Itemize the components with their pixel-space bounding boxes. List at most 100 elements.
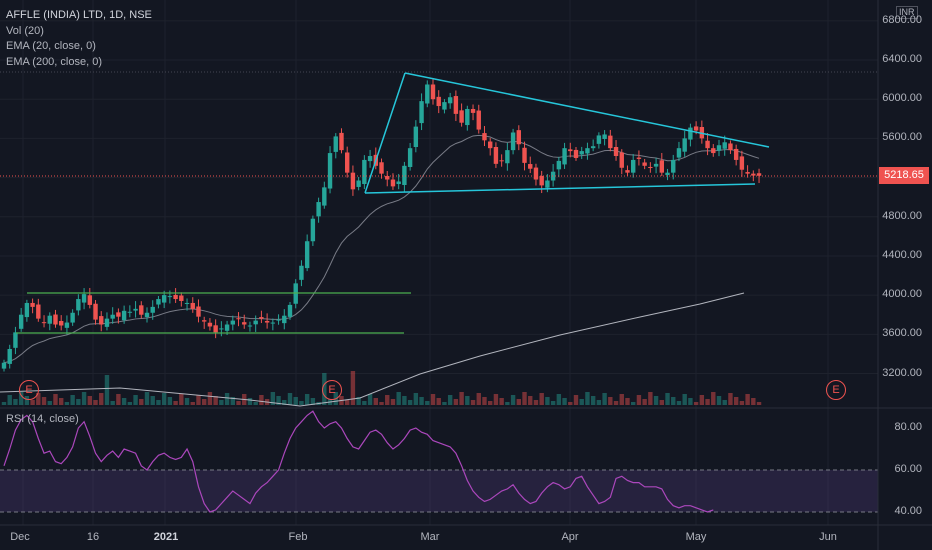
volume-bar xyxy=(602,393,607,405)
volume-bar xyxy=(476,393,481,405)
candle-body xyxy=(476,110,481,130)
volume-bar xyxy=(64,402,70,405)
candle-body xyxy=(619,152,624,168)
candle-body xyxy=(573,149,579,158)
candle-body xyxy=(447,97,453,104)
candle-body xyxy=(242,322,247,325)
price-tick-label: 4000.00 xyxy=(882,288,922,301)
candle-body xyxy=(608,135,613,149)
candle-body xyxy=(287,304,293,317)
candle-body xyxy=(133,308,138,311)
time-tick-label: Mar xyxy=(420,531,440,543)
candle-body xyxy=(156,299,161,305)
volume-bar xyxy=(184,398,190,405)
candle-body xyxy=(499,160,504,162)
candle-body xyxy=(453,96,459,114)
volume-bar xyxy=(533,400,539,405)
candle-body xyxy=(550,171,556,181)
candle-body xyxy=(213,325,218,333)
price-tick-label: 4800.00 xyxy=(882,209,922,222)
candle-body xyxy=(127,311,133,313)
candle-body xyxy=(259,317,264,319)
volume-bar xyxy=(396,392,401,405)
candle-body xyxy=(121,310,127,321)
volume-bar xyxy=(24,396,30,405)
candle-body xyxy=(436,96,441,107)
currency-badge[interactable]: INR xyxy=(896,6,918,19)
candle-body xyxy=(59,320,64,326)
volume-bar xyxy=(550,401,556,405)
volume-bar xyxy=(756,402,762,405)
candle-body xyxy=(13,332,18,348)
legend-ema-200[interactable]: EMA (200, close, 0) xyxy=(6,55,102,68)
candle-body xyxy=(539,175,544,186)
candle-body xyxy=(116,312,121,317)
candle-body xyxy=(562,148,567,165)
candle-body xyxy=(482,133,487,141)
time-tick-label: Feb xyxy=(288,531,308,543)
candle-body xyxy=(596,135,602,144)
volume-bar xyxy=(167,397,173,405)
volume-bar xyxy=(104,375,110,405)
volume-bar xyxy=(161,393,167,405)
volume-bar xyxy=(121,398,127,405)
candle-body xyxy=(425,84,430,104)
volume-bar xyxy=(430,394,436,405)
volume-bar xyxy=(636,395,642,405)
earnings-marker-icon[interactable]: E xyxy=(826,380,846,400)
candle-body xyxy=(53,314,58,325)
candle-body xyxy=(350,172,356,190)
volume-bar xyxy=(299,401,304,405)
legend-ema-20[interactable]: EMA (20, close, 0) xyxy=(6,40,96,52)
candle-body xyxy=(184,302,190,304)
candle-body xyxy=(24,302,30,318)
price-tick-label: 3600.00 xyxy=(882,327,922,340)
earnings-marker-icon[interactable]: E xyxy=(19,380,39,400)
symbol-title[interactable]: AFFLE (INDIA) LTD, 1D, NSE xyxy=(6,9,152,21)
candle-body xyxy=(488,141,493,149)
candle-body xyxy=(345,152,350,173)
candle-body xyxy=(682,138,687,152)
volume-bar xyxy=(436,398,441,405)
volume-bar xyxy=(219,400,224,405)
volume-bar xyxy=(705,399,710,405)
candle-body xyxy=(253,320,258,325)
volume-bar xyxy=(224,393,230,405)
candle-body xyxy=(270,322,276,324)
volume-bar xyxy=(47,401,52,405)
volume-bar xyxy=(596,400,602,405)
candle-body xyxy=(653,163,659,167)
candle-body xyxy=(173,294,178,300)
volume-bar xyxy=(573,395,579,405)
price-tick-label: 6800.00 xyxy=(882,13,922,26)
volume-bar xyxy=(688,398,693,405)
candle-body xyxy=(693,126,699,131)
candle-body xyxy=(407,148,413,167)
volume-bar xyxy=(453,399,459,405)
volume-bar xyxy=(659,400,664,405)
candle-body xyxy=(362,159,367,185)
candle-body xyxy=(190,302,195,309)
volume-bar xyxy=(59,398,64,405)
candle-body xyxy=(99,316,104,325)
candle-body xyxy=(579,151,584,155)
earnings-marker-icon[interactable]: E xyxy=(322,380,342,400)
volume-bar xyxy=(173,401,178,405)
pennant-upper-line xyxy=(404,72,770,148)
candle-body xyxy=(642,162,647,166)
candle-body xyxy=(161,295,167,303)
candle-body xyxy=(631,159,636,173)
volume-bar xyxy=(190,402,195,405)
candle-body xyxy=(505,150,510,164)
volume-bar xyxy=(653,396,659,405)
candle-body xyxy=(402,165,407,186)
candle-body xyxy=(625,170,630,173)
rsi-legend[interactable]: RSI (14, close) xyxy=(6,413,79,425)
candle-body xyxy=(150,306,155,313)
volume-bar xyxy=(505,402,510,405)
trend-drawings xyxy=(16,72,770,334)
candle-body xyxy=(613,146,619,157)
candle-body xyxy=(385,175,390,180)
legend-volume[interactable]: Vol (20) xyxy=(6,24,44,37)
